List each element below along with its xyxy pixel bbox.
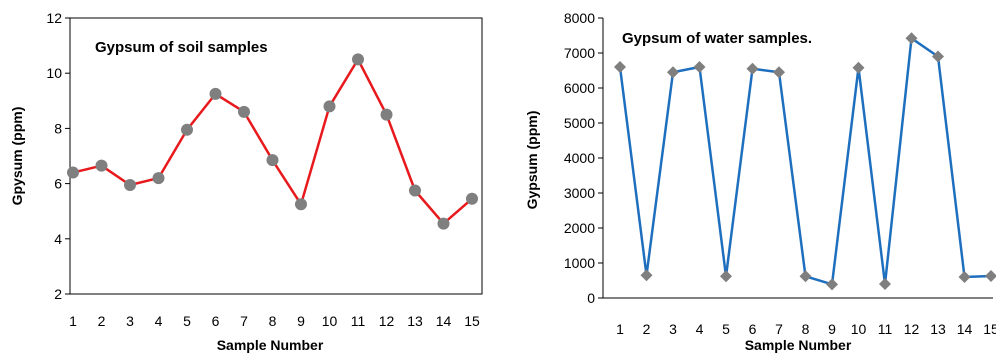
soil-data-point xyxy=(181,123,193,136)
water-data-point xyxy=(826,278,838,291)
water-data-point xyxy=(905,32,918,45)
soil-x-tick-label: 14 xyxy=(436,313,452,329)
water-data-point xyxy=(640,269,653,282)
water-data-point xyxy=(720,270,732,283)
water-x-axis-title: Sample Number xyxy=(745,337,852,353)
water-x-tick-label: 7 xyxy=(775,321,783,337)
soil-x-tick-label: 11 xyxy=(351,313,366,329)
soil-data-point xyxy=(152,172,165,185)
soil-x-tick-label: 10 xyxy=(322,313,338,329)
soil-x-tick-label: 9 xyxy=(297,313,305,329)
soil-y-tick-label: 12 xyxy=(46,10,62,26)
soil-data-point xyxy=(67,166,79,179)
water-data-point xyxy=(693,61,706,73)
water-y-tick-label: 2000 xyxy=(564,220,595,236)
water-x-tick-label: 9 xyxy=(828,321,836,337)
soil-y-tick-label: 10 xyxy=(46,65,62,81)
water-x-tick-label: 10 xyxy=(851,321,867,337)
water-x-tick-label: 13 xyxy=(930,321,946,337)
water-data-point xyxy=(852,61,865,74)
soil-data-point xyxy=(266,154,279,167)
soil-data-point xyxy=(437,217,450,230)
soil-data-point xyxy=(209,87,222,100)
water-y-tick-label: 6000 xyxy=(564,80,595,96)
soil-data-point xyxy=(466,192,478,205)
soil-x-tick-label: 1 xyxy=(69,313,77,329)
water-x-tick-label: 3 xyxy=(669,321,677,337)
water-x-tick-label: 1 xyxy=(616,321,624,337)
soil-data-point xyxy=(409,184,421,197)
water-data-point xyxy=(773,66,785,79)
water-y-axis-title: Gypsum (ppm) xyxy=(524,111,540,210)
water-data-point xyxy=(746,62,759,75)
water-x-tick-label: 11 xyxy=(878,321,893,337)
water-y-tick-label: 5000 xyxy=(564,115,595,131)
soil-data-point xyxy=(295,198,307,211)
soil-data-point xyxy=(380,108,393,121)
water-x-tick-label: 4 xyxy=(696,321,704,337)
water-x-tick-label: 2 xyxy=(643,321,651,337)
water-x-tick-label: 8 xyxy=(802,321,810,337)
soil-data-point xyxy=(352,53,364,66)
soil-y-tick-label: 2 xyxy=(54,286,62,302)
water-data-point xyxy=(932,50,944,63)
soil-chart-title: Gypsum of soil samples xyxy=(95,39,268,56)
water-x-tick-label: 5 xyxy=(722,321,730,337)
water-chart-title: Gypsum of water samples. xyxy=(622,30,812,47)
soil-data-point xyxy=(124,178,136,191)
soil-y-tick-label: 8 xyxy=(54,120,62,136)
water-y-tick-label: 1000 xyxy=(564,255,595,271)
water-x-tick-label: 14 xyxy=(957,321,973,337)
soil-data-point xyxy=(323,100,336,113)
soil-x-tick-label: 5 xyxy=(183,313,191,329)
water-chart: Gypsum of water samples. Sample Number G… xyxy=(524,10,996,353)
soil-x-tick-label: 8 xyxy=(269,313,277,329)
soil-x-tick-label: 3 xyxy=(126,313,134,329)
water-data-point xyxy=(667,66,679,79)
water-y-tick-label: 4000 xyxy=(564,150,595,166)
water-data-point xyxy=(879,278,891,290)
water-data-point xyxy=(614,61,626,73)
soil-x-tick-label: 6 xyxy=(212,313,220,329)
soil-x-tick-label: 2 xyxy=(98,313,106,329)
soil-data-point xyxy=(238,105,250,118)
water-x-tick-label: 6 xyxy=(749,321,757,337)
water-y-tick-label: 0 xyxy=(587,290,595,306)
water-y-tick-label: 7000 xyxy=(564,45,595,61)
soil-y-tick-label: 6 xyxy=(54,176,62,192)
soil-x-axis-title: Sample Number xyxy=(217,337,324,353)
water-x-tick-label: 15 xyxy=(983,321,996,337)
water-data-point xyxy=(799,270,812,283)
soil-x-tick-label: 4 xyxy=(155,313,163,329)
water-x-tick-label: 12 xyxy=(904,321,920,337)
soil-y-axis-title: Gpysum (ppm) xyxy=(9,107,25,206)
water-y-tick-label: 3000 xyxy=(564,185,595,201)
water-data-point xyxy=(985,269,996,282)
water-y-tick-label: 8000 xyxy=(564,10,595,26)
soil-x-tick-label: 7 xyxy=(240,313,248,329)
soil-x-tick-label: 12 xyxy=(379,313,395,329)
soil-chart: Gypsum of soil samples Sample Number Gpy… xyxy=(9,10,483,353)
soil-data-point xyxy=(95,159,108,172)
soil-y-tick-label: 4 xyxy=(54,231,62,247)
soil-x-tick-label: 15 xyxy=(464,313,480,329)
soil-x-tick-label: 13 xyxy=(407,313,423,329)
water-data-point xyxy=(958,271,971,283)
